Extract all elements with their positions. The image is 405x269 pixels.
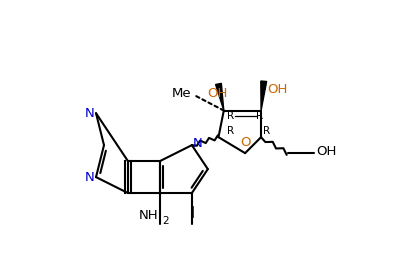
Text: 2: 2 xyxy=(162,216,169,226)
Text: R: R xyxy=(263,126,270,136)
Text: NH: NH xyxy=(139,209,159,222)
Text: R: R xyxy=(227,126,234,136)
Text: O: O xyxy=(240,136,250,149)
Text: N: N xyxy=(85,171,95,184)
Text: OH: OH xyxy=(268,83,288,95)
Text: R: R xyxy=(256,111,263,121)
Text: N: N xyxy=(85,107,95,120)
Text: R: R xyxy=(227,111,234,121)
Text: OH: OH xyxy=(207,87,227,100)
Text: I: I xyxy=(190,206,194,221)
Polygon shape xyxy=(215,83,224,111)
Text: OH: OH xyxy=(316,145,337,158)
Text: Me: Me xyxy=(171,87,191,100)
Polygon shape xyxy=(261,81,266,111)
Text: N: N xyxy=(193,137,203,150)
